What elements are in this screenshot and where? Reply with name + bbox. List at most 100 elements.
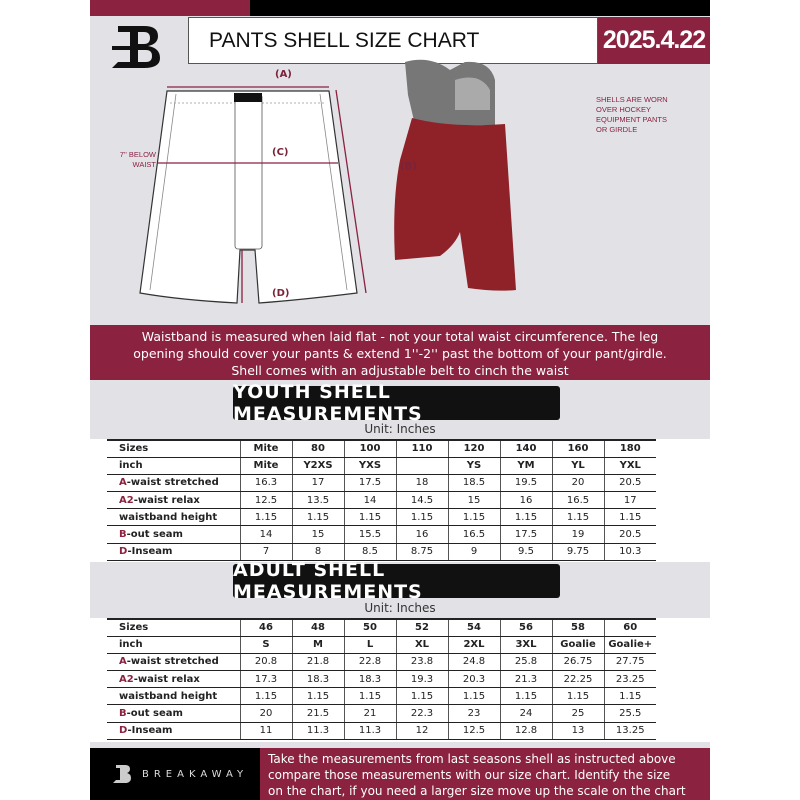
table-cell: 54: [447, 617, 500, 637]
row-label: D-Inseam: [107, 543, 240, 561]
table-cell: 21.8: [291, 653, 344, 672]
row-label: A-waist stretched: [107, 474, 240, 493]
table-cell: 9: [447, 543, 500, 561]
table-cell: 11.3: [291, 722, 344, 740]
table-cell: 1.15: [447, 508, 500, 527]
brand-name: BREAKAWAY: [142, 768, 249, 780]
note-line: OR GIRDLE: [596, 125, 638, 134]
table-row: waistband height 1.15 1.15 1.15 1.15 1.15 1.15…: [107, 508, 656, 527]
youth-table-area: Sizes Mite 80 100 110 120 140 160 180 inch Mite Y2X…: [90, 438, 710, 562]
table-cell: 10.3: [603, 543, 656, 561]
table-row: Sizes 46 48 50 52 54 56 58 60: [107, 617, 656, 637]
table-cell: S: [239, 636, 292, 654]
shorts-diagram: [139, 59, 516, 304]
table-cell: 17: [603, 491, 656, 510]
table-cell: 8: [291, 543, 344, 561]
top-bar-dark: [250, 0, 710, 16]
table-cell: 100: [343, 438, 396, 458]
page-title: PANTS SHELL SIZE CHART: [188, 17, 598, 64]
table-cell: YXL: [603, 457, 656, 475]
measure-name: -out seam: [126, 529, 183, 541]
measurement-instructions: Waistband is measured when laid flat - n…: [90, 325, 710, 380]
row-label: D-Inseam: [107, 722, 240, 740]
date-badge: 2025.4.22: [598, 17, 710, 64]
measure-code: D: [119, 546, 128, 558]
table-cell: M: [291, 636, 344, 654]
table-cell: 7: [239, 543, 292, 561]
note-line: EQUIPMENT PANTS: [596, 115, 667, 124]
measure-name: -Inseam: [127, 725, 173, 737]
row-label: A-waist stretched: [107, 653, 240, 672]
red-pants-shell: [394, 118, 516, 291]
label-a: (A): [275, 69, 292, 80]
table-row: Sizes Mite 80 100 110 120 140 160 180: [107, 438, 656, 458]
table-cell: 17.5: [499, 525, 552, 544]
table-cell: 25.5: [603, 704, 656, 723]
table-cell: YXS: [343, 457, 396, 475]
table-cell: 15.5: [343, 525, 396, 544]
table-cell: 11.3: [343, 722, 396, 740]
table-cell: 9.75: [551, 543, 604, 561]
table-cell: 12: [395, 722, 448, 740]
measure-name: inch: [119, 460, 143, 472]
table-cell: 19.5: [499, 474, 552, 493]
instruction-line: Waistband is measured when laid flat - n…: [141, 329, 659, 344]
measure-name: waistband height: [119, 690, 218, 702]
note-line: 7'' BELOW: [119, 150, 156, 159]
youth-unit: Unit: Inches: [364, 422, 436, 436]
measure-name: -Inseam: [127, 546, 173, 558]
adult-size-table: Sizes 46 48 50 52 54 56 58 60 inch S M L XL 2XL 3XL Goal…: [107, 617, 656, 740]
table-cell: 1.15: [551, 508, 604, 527]
table-cell: 110: [395, 438, 448, 458]
table-cell: 17.3: [239, 670, 292, 689]
table-cell: 20.3: [447, 670, 500, 689]
table-cell: 14: [343, 491, 396, 510]
table-cell: 25.8: [499, 653, 552, 672]
table-cell: 11: [239, 722, 292, 740]
footer-line: Take the measurements from last seasons …: [268, 752, 676, 766]
table-cell: 1.15: [291, 687, 344, 706]
table-row: inch Mite Y2XS YXS YS YM YL YXL: [107, 457, 656, 475]
table-cell: 18.3: [291, 670, 344, 689]
table-cell: 12.5: [447, 722, 500, 740]
measure-code: A: [119, 656, 127, 668]
table-cell: 80: [291, 438, 344, 458]
table-cell: 140: [499, 438, 552, 458]
table-cell: 46: [239, 617, 292, 637]
table-cell: 20.5: [603, 474, 656, 493]
footer-instructions: Take the measurements from last seasons …: [260, 748, 710, 800]
table-cell: 1.15: [603, 508, 656, 527]
fly-panel: [234, 93, 263, 250]
shell-note: SHELLS ARE WORN OVER HOCKEY EQUIPMENT PA…: [596, 95, 668, 135]
table-cell: 1.15: [343, 508, 396, 527]
table-cell: 17.5: [343, 474, 396, 493]
row-label: B-out seam: [107, 704, 240, 723]
table-cell: 16.3: [239, 474, 292, 493]
measure-name: waistband height: [119, 511, 218, 523]
footer-line: compare those measurements with our size…: [268, 768, 671, 782]
table-cell: 15: [291, 525, 344, 544]
table-cell: 22.25: [551, 670, 604, 689]
measure-name: -waist stretched: [126, 477, 219, 489]
table-cell: 21.5: [291, 704, 344, 723]
table-cell: 24: [499, 704, 552, 723]
table-cell: 1.15: [499, 687, 552, 706]
below-waist-note: 7'' BELOW WAIST: [100, 150, 156, 170]
table-cell: 27.75: [603, 653, 656, 672]
table-cell: 21.3: [499, 670, 552, 689]
buckle-icon: [234, 93, 262, 102]
table-cell: 1.15: [447, 687, 500, 706]
table-cell: 26.75: [551, 653, 604, 672]
table-row: A2-waist relax 12.5 13.5 14 14.5 15 16 16.5 17: [107, 491, 656, 510]
measure-name: -waist relax: [133, 673, 200, 685]
table-cell: 50: [343, 617, 396, 637]
table-cell: 21: [343, 704, 396, 723]
table-row: D-Inseam 7 8 8.5 8.75 9 9.5 9.75 10.3: [107, 543, 656, 561]
row-label: inch: [107, 636, 240, 654]
table-cell: 1.15: [395, 508, 448, 527]
table-cell: 1.15: [239, 687, 292, 706]
measure-code: A: [119, 477, 127, 489]
table-cell: 1.15: [343, 687, 396, 706]
table-row: B-out seam 20 21.5 21 22.3 23 24 25 25.5: [107, 704, 656, 723]
table-cell: Mite: [239, 438, 292, 458]
